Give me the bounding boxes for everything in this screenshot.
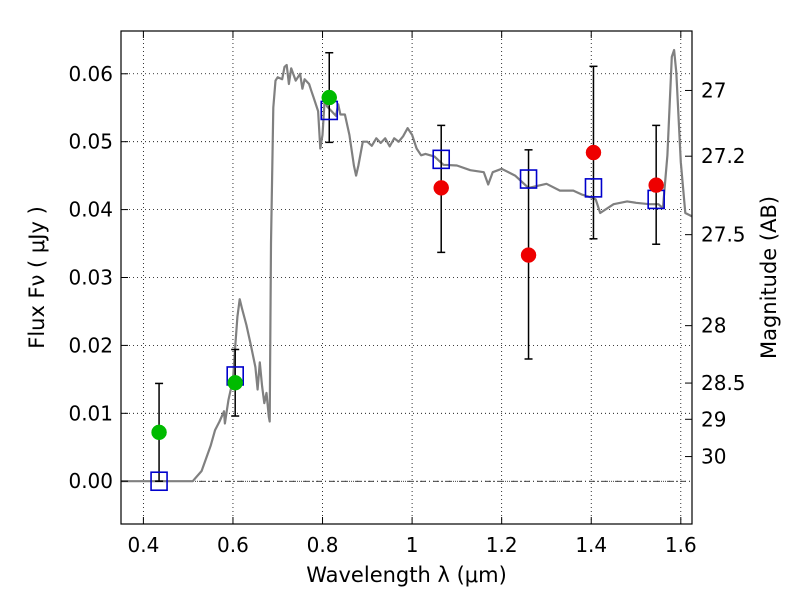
x-tick-label: 0.6 — [217, 533, 249, 557]
spectrum-curve — [121, 48, 693, 483]
y-tick-label: 0.03 — [68, 266, 113, 290]
observed-point — [151, 424, 167, 441]
x-tick-label: 0.8 — [307, 533, 339, 557]
observed-point — [227, 375, 243, 391]
y2-tick-label: 27 — [701, 78, 726, 102]
model-square-marker — [519, 169, 538, 189]
model-square-marker — [150, 471, 168, 492]
observed-point — [433, 180, 449, 196]
y-tick-label: 0.06 — [68, 62, 113, 86]
observed-point — [321, 89, 337, 106]
observed-point — [648, 177, 664, 193]
x-tick-label: 1.6 — [665, 533, 697, 557]
y2-tick-labels: 27 27.2 27.5 28 28.5 29 30 — [701, 78, 746, 468]
x-tick-label: 0.4 — [127, 533, 159, 557]
grid-lines — [121, 31, 692, 524]
y-tick-label: 0.00 — [68, 469, 113, 493]
observed-point — [585, 144, 602, 161]
model-square-marker — [432, 149, 451, 170]
axis-ticks — [121, 31, 692, 524]
y-tick-label: 0.05 — [68, 130, 113, 154]
y-tick-label: 0.02 — [68, 333, 113, 357]
observed-point — [520, 247, 537, 263]
y2-tick-label: 29 — [701, 407, 726, 431]
x-tick-labels: 0.4 0.6 0.8 1 1.2 1.4 1.6 — [127, 533, 696, 557]
model-square-marker — [584, 178, 603, 198]
x-tick-label: 1.4 — [575, 533, 607, 557]
y2-tick-label: 28 — [701, 314, 726, 338]
spectrum-line — [121, 48, 693, 483]
x-axis-label: Wavelength λ (μm) — [306, 563, 507, 587]
error-bars — [155, 51, 661, 482]
y2-tick-label: 30 — [701, 445, 726, 469]
y2-tick-label: 27.5 — [701, 223, 746, 247]
model-square-markers — [150, 100, 665, 492]
y-tick-labels: 0.00 0.01 0.02 0.03 0.04 0.05 0.06 — [68, 62, 113, 493]
y-tick-label: 0.04 — [68, 198, 113, 222]
y2-tick-label: 27.2 — [701, 144, 746, 168]
x-tick-label: 1 — [406, 533, 419, 557]
plot-frame — [120, 30, 693, 525]
y2-axis-label: Magnitude (AB) — [757, 196, 781, 359]
y-tick-label: 0.01 — [68, 401, 113, 425]
x-tick-label: 1.2 — [486, 533, 518, 557]
observed-circle-markers — [151, 89, 664, 441]
y-axis-label: Flux Fν ( μJy ) — [25, 206, 49, 349]
y2-tick-label: 28.5 — [701, 371, 746, 395]
